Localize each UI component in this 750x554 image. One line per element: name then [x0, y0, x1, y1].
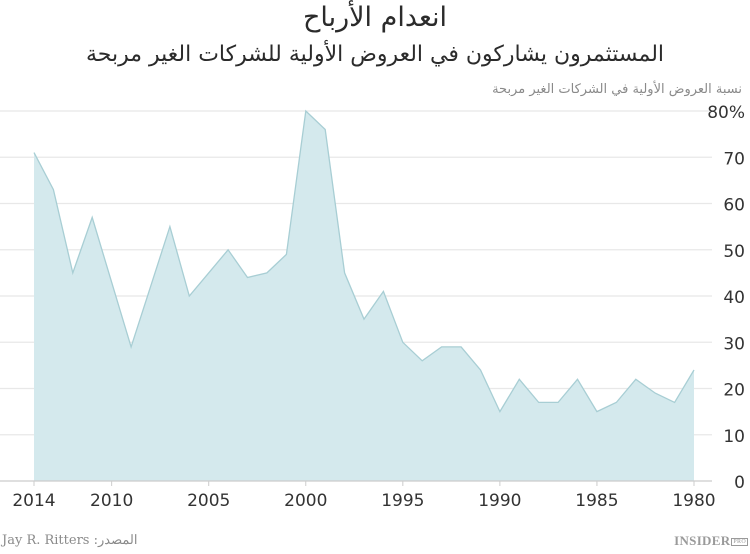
chart-title: انعدام الأرباح [302, 2, 448, 33]
y-axis-ticks: 0 10 20 30 40 50 60 70 80% [707, 103, 745, 493]
line-series [33, 109, 695, 413]
x-axis-ticks: 2014 2010 2005 2000 1995 1990 1985 1980 [12, 481, 716, 511]
y-tick-label: 40 [723, 288, 745, 308]
logo-text: INSIDER [674, 533, 731, 548]
x-tick-label: 1985 [575, 491, 618, 511]
x-tick-label: 2005 [187, 491, 230, 511]
y-tick-label: 50 [723, 242, 745, 262]
logo-badge: PRO [731, 538, 748, 547]
y-tick-label: 20 [723, 381, 745, 401]
x-tick-label: 1980 [672, 491, 715, 511]
x-tick-label: 2010 [90, 491, 133, 511]
y-tick-label: 80% [707, 103, 745, 123]
x-tick-label: 1995 [381, 491, 424, 511]
source-credit: Jay R. Ritters :المصدر [2, 533, 138, 548]
y-tick-label: 10 [723, 427, 745, 447]
chart-subtitle: المستثمرون يشاركون في العروض الأولية للش… [85, 42, 665, 67]
y-tick-label: 70 [723, 149, 745, 169]
area-series [34, 111, 694, 481]
x-tick-label: 1990 [478, 491, 521, 511]
insider-pro-logo: INSIDER PRO [674, 533, 748, 549]
y-tick-label: 30 [723, 334, 745, 354]
y-tick-label: 60 [723, 196, 745, 216]
y-axis-label: نسبة العروض الأولية في الشركات الغير مرب… [492, 82, 742, 97]
x-tick-label: 2000 [284, 491, 327, 511]
y-tick-label: 0 [734, 473, 745, 493]
x-tick-label: 2014 [12, 491, 55, 511]
